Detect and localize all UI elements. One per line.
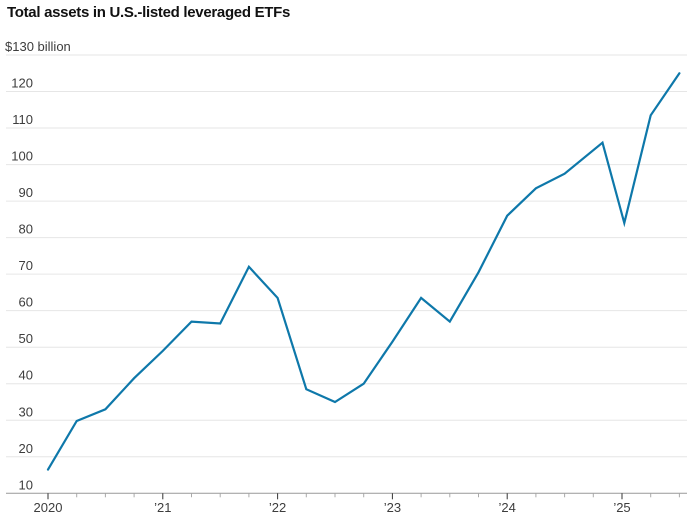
y-axis-tick-label: 70 — [19, 258, 33, 273]
y-axis-tick-label: 20 — [19, 441, 33, 456]
x-axis-year-label: ’25 — [613, 500, 630, 515]
y-axis-tick-label: 120 — [11, 76, 33, 91]
y-axis-labels: 10 20 30 40 50 60 70 80 90 100 110 120 $130 billion — [5, 39, 71, 492]
y-axis-tick-label: 80 — [19, 222, 33, 237]
x-axis-year-label: ’24 — [499, 500, 516, 515]
gridlines — [6, 54, 687, 494]
x-axis-year-label: ’22 — [269, 500, 286, 515]
y-axis-tick-label: 90 — [19, 185, 33, 200]
y-axis-tick-label: 30 — [19, 404, 33, 419]
y-axis-tick-label: 60 — [19, 295, 33, 310]
x-axis-year-label: ’23 — [384, 500, 401, 515]
y-axis-tick-label: 110 — [12, 112, 33, 127]
x-axis-ticks — [47, 493, 680, 500]
x-axis-labels: 2020 ’21 ’22 ’23 ’24 ’25 — [34, 500, 631, 515]
y-axis-tick-label: 40 — [19, 368, 33, 383]
x-axis-year-label: ’21 — [154, 500, 171, 515]
y-axis-tick-label: 50 — [19, 331, 33, 346]
y-axis-tick-label: 100 — [11, 149, 33, 164]
y-axis-unit-label: $130 billion — [5, 39, 71, 54]
chart-title: Total assets in U.S.-listed leveraged ET… — [7, 4, 291, 21]
x-axis-year-label: 2020 — [34, 500, 63, 515]
data-line — [46, 72, 681, 471]
y-axis-tick-label: 10 — [19, 477, 33, 492]
